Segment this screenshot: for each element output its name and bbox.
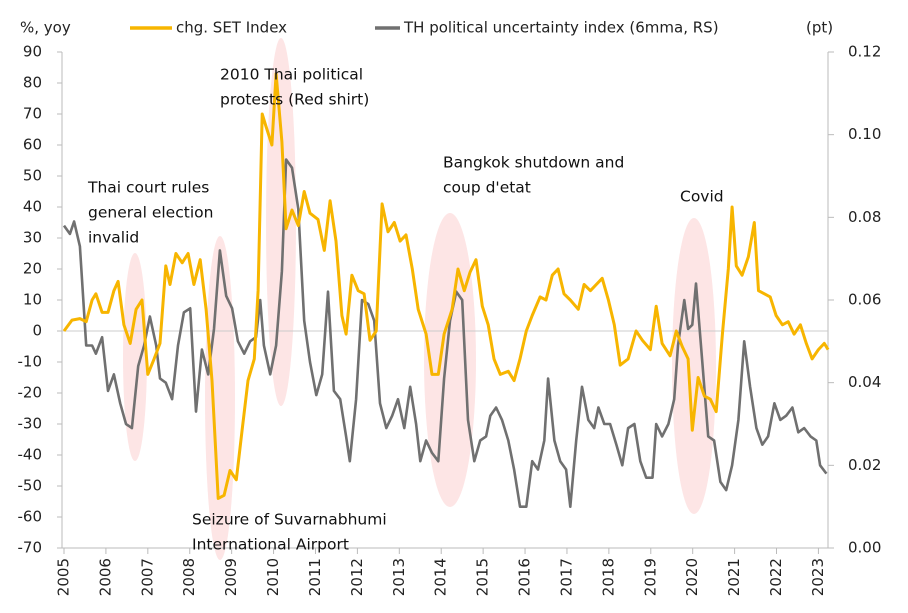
y2-tick-label: 0.04	[848, 373, 881, 391]
annotation: Bangkok shutdown and	[443, 154, 624, 172]
x-tick-label: 2010	[264, 558, 282, 596]
legend-label: chg. SET Index	[176, 19, 287, 37]
x-tick-label: 2016	[516, 558, 534, 596]
series-line	[62, 72, 830, 500]
annotation: general election	[88, 204, 213, 222]
y2-tick-label: 0.08	[848, 208, 881, 226]
y-tick-label: 40	[23, 198, 42, 216]
y-tick-label: 80	[23, 74, 42, 92]
y-axis-label: %, yoy	[20, 19, 71, 37]
x-tick-label: 2007	[138, 558, 156, 596]
x-tick-label: 2008	[180, 558, 198, 596]
annotation: invalid	[88, 229, 139, 247]
annotation: Covid	[680, 188, 724, 206]
annotation: 2010 Thai political	[220, 66, 363, 84]
y2-tick-label: 0.02	[848, 456, 881, 474]
y-tick-label: -10	[18, 353, 43, 371]
y2-tick-label: 0.00	[848, 539, 881, 557]
x-tick-label: 2012	[348, 558, 366, 596]
annotation: Thai court rules	[87, 179, 209, 197]
x-tick-label: 2018	[599, 558, 617, 596]
y-tick-label: 10	[23, 291, 42, 309]
y-tick-label: 50	[23, 167, 42, 185]
y-tick-label: -40	[18, 446, 43, 464]
y-tick-label: 20	[23, 260, 42, 278]
x-tick-label: 2013	[390, 558, 408, 596]
highlight	[424, 213, 476, 507]
y2-tick-label: 0.06	[848, 291, 881, 309]
series-line	[62, 158, 828, 508]
x-tick-label: 2006	[96, 558, 114, 596]
annotation: protests (Red shirt)	[220, 91, 369, 109]
y-tick-label: -30	[18, 415, 43, 433]
x-tick-label: 2015	[474, 558, 492, 596]
x-tick-label: 2017	[557, 558, 575, 596]
legend-label: TH political uncertainty index (6mma, RS…	[403, 19, 719, 37]
y-tick-label: -20	[18, 384, 43, 402]
x-tick-label: 2014	[432, 558, 450, 596]
x-tick-label: 2019	[641, 558, 659, 596]
highlights	[123, 38, 716, 560]
x-tick-label: 2022	[767, 558, 785, 596]
y-tick-label: -70	[18, 539, 43, 557]
x-tick-label: 2005	[55, 558, 73, 596]
y2-tick-label: 0.12	[848, 43, 881, 61]
y-tick-label: 0	[32, 322, 42, 340]
x-tick-label: 2009	[222, 558, 240, 596]
x-tick-label: 2020	[683, 558, 701, 596]
y-tick-label: 90	[23, 43, 42, 61]
y2-axis-label: (pt)	[806, 19, 833, 37]
y-tick-label: -50	[18, 477, 43, 495]
highlight	[672, 218, 716, 514]
annotation: coup d'etat	[443, 179, 531, 197]
y-tick-label: 30	[23, 229, 42, 247]
x-tick-label: 2023	[809, 558, 827, 596]
x-tick-label: 2021	[725, 558, 743, 596]
y-tick-label: 70	[23, 105, 42, 123]
highlight	[123, 253, 147, 461]
y-tick-label: -60	[18, 508, 43, 526]
y-tick-label: 60	[23, 136, 42, 154]
annotation: Seizure of Suvarnabhumi	[192, 511, 387, 529]
y2-tick-label: 0.10	[848, 125, 881, 143]
annotation: International Airport	[192, 536, 349, 554]
x-tick-label: 2011	[306, 558, 324, 596]
